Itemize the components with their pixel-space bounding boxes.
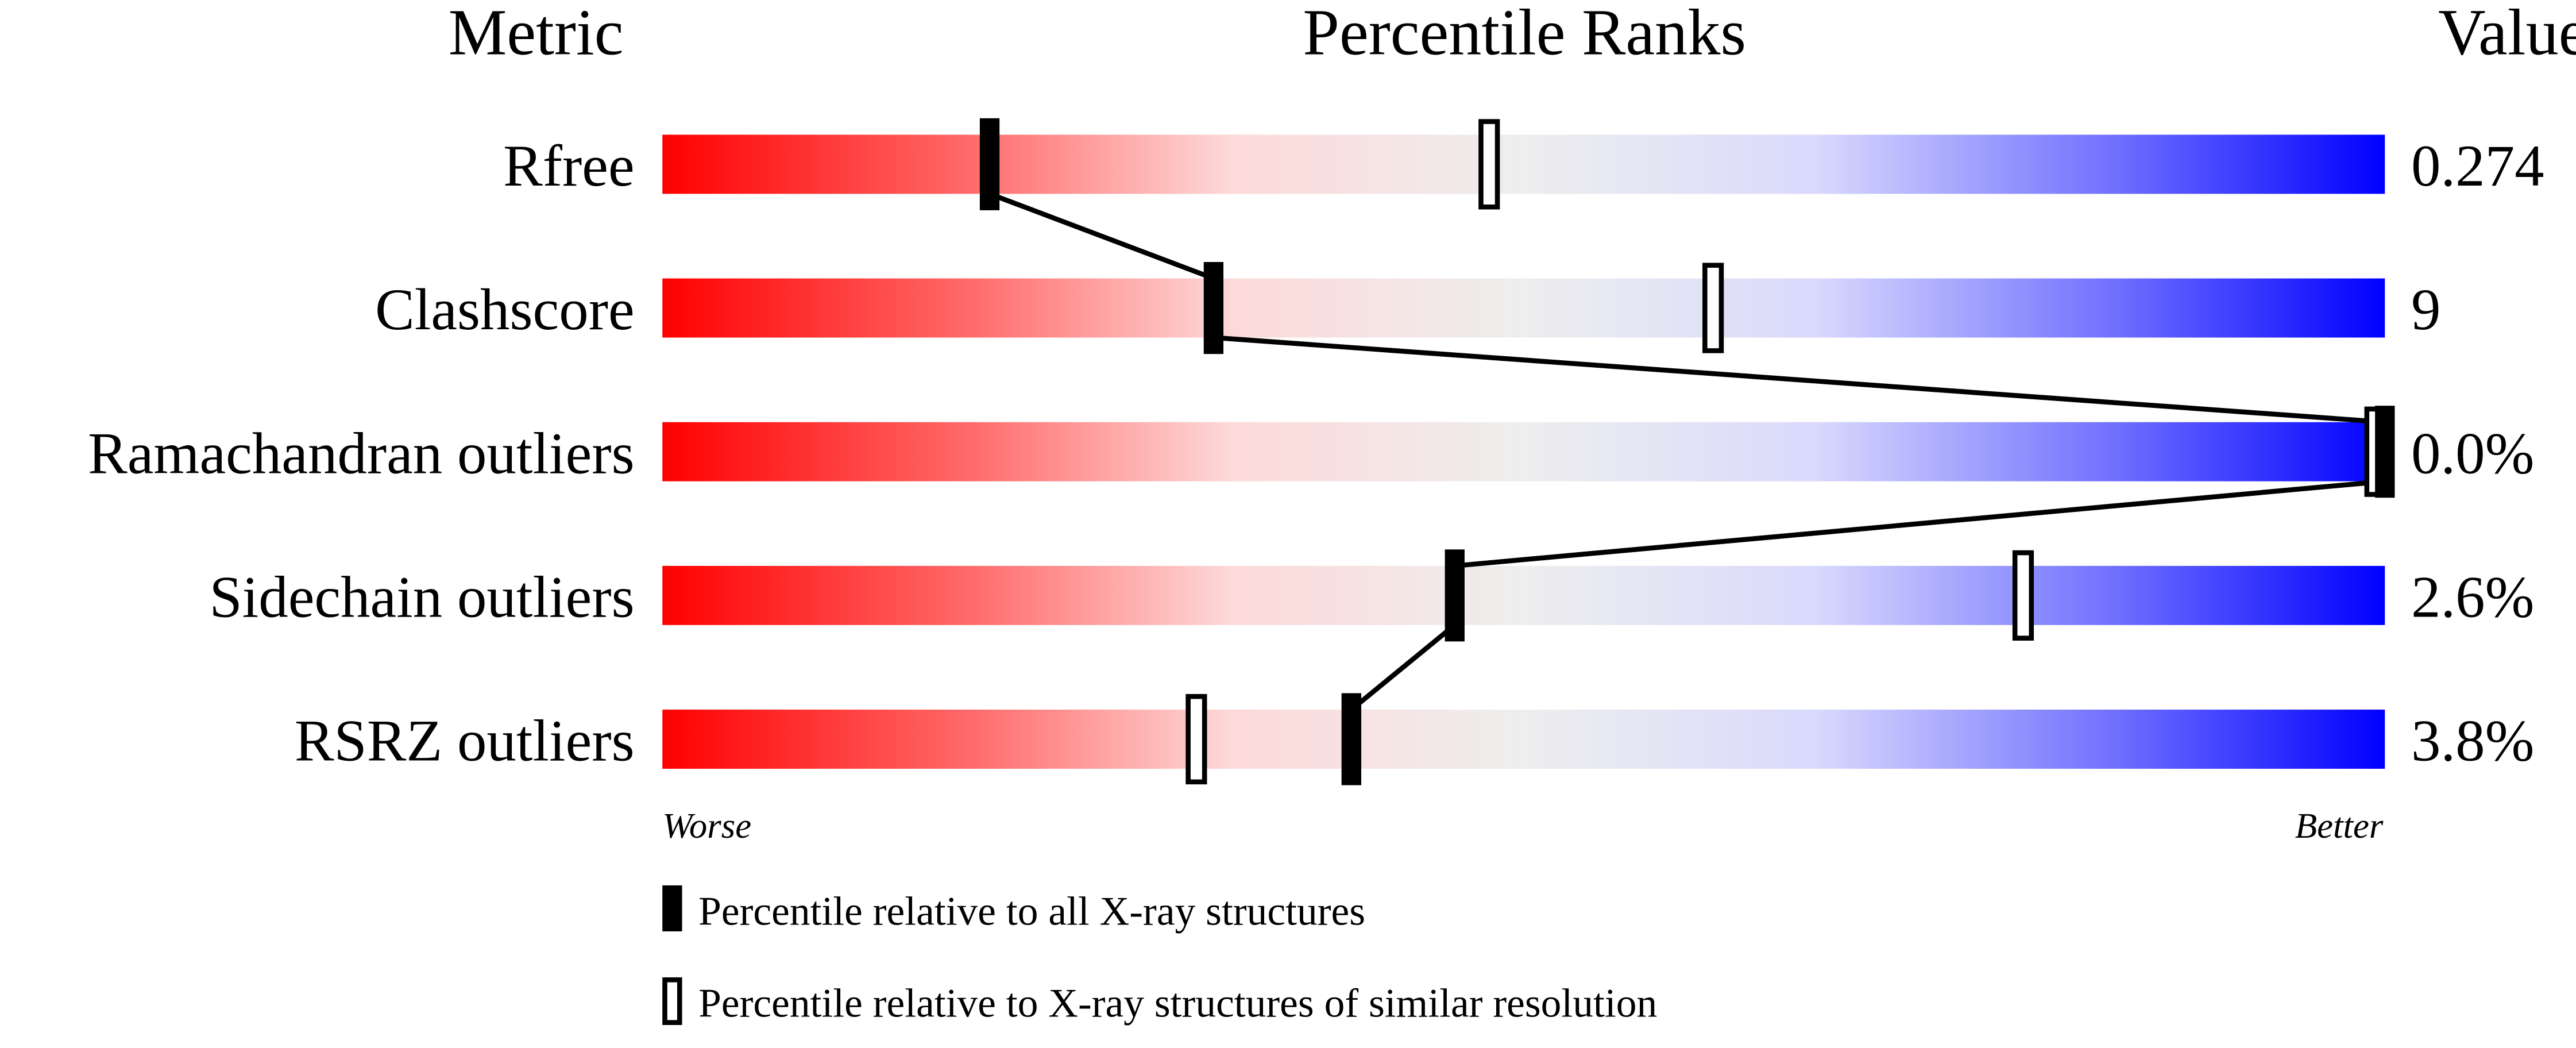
percentile-bar	[662, 278, 2385, 338]
metric-label: RSRZ outliers	[295, 708, 635, 774]
metric-label: Clashscore	[375, 277, 635, 342]
metric-value: 0.274	[2411, 133, 2544, 199]
connector-line	[1454, 479, 2385, 569]
legend-similar-label: Percentile relative to X-ray structures …	[698, 981, 1657, 1026]
axis-label-better: Better	[2295, 806, 2384, 846]
similar-resolution-marker	[2012, 550, 2034, 641]
all-structures-marker	[1445, 549, 1465, 642]
connector-line	[1213, 335, 2385, 425]
metric-value: 3.8%	[2411, 708, 2534, 774]
connector-line	[1350, 623, 1457, 712]
percentile-bar	[662, 134, 2385, 194]
header-percentile-ranks: Percentile Ranks	[1303, 0, 1746, 68]
legend-all-label: Percentile relative to all X-ray structu…	[698, 889, 1365, 934]
all-structures-marker	[2375, 406, 2395, 498]
all-structures-marker	[1341, 693, 1362, 785]
all-structures-marker	[1203, 262, 1224, 355]
similar-resolution-marker	[1702, 263, 1724, 353]
percentile-bar	[662, 422, 2385, 481]
metric-label: Ramachandran outliers	[88, 421, 635, 486]
percentile-bar	[662, 710, 2385, 769]
legend-filled-marker	[662, 885, 682, 932]
legend-open-marker	[662, 977, 682, 1025]
metric-label: Rfree	[503, 133, 635, 199]
metric-value: 2.6%	[2411, 565, 2534, 630]
similar-resolution-marker	[1185, 693, 1207, 785]
percentile-bar	[662, 565, 2385, 625]
metric-value: 9	[2411, 277, 2440, 342]
connector-line	[988, 191, 1215, 281]
header-value: Value	[2438, 0, 2576, 68]
similar-resolution-marker	[1478, 119, 1500, 210]
all-structures-marker	[979, 118, 1000, 210]
metric-label: Sidechain outliers	[209, 565, 634, 630]
axis-label-worse: Worse	[662, 806, 751, 846]
metric-value: 0.0%	[2411, 421, 2534, 486]
header-metric: Metric	[449, 0, 624, 68]
